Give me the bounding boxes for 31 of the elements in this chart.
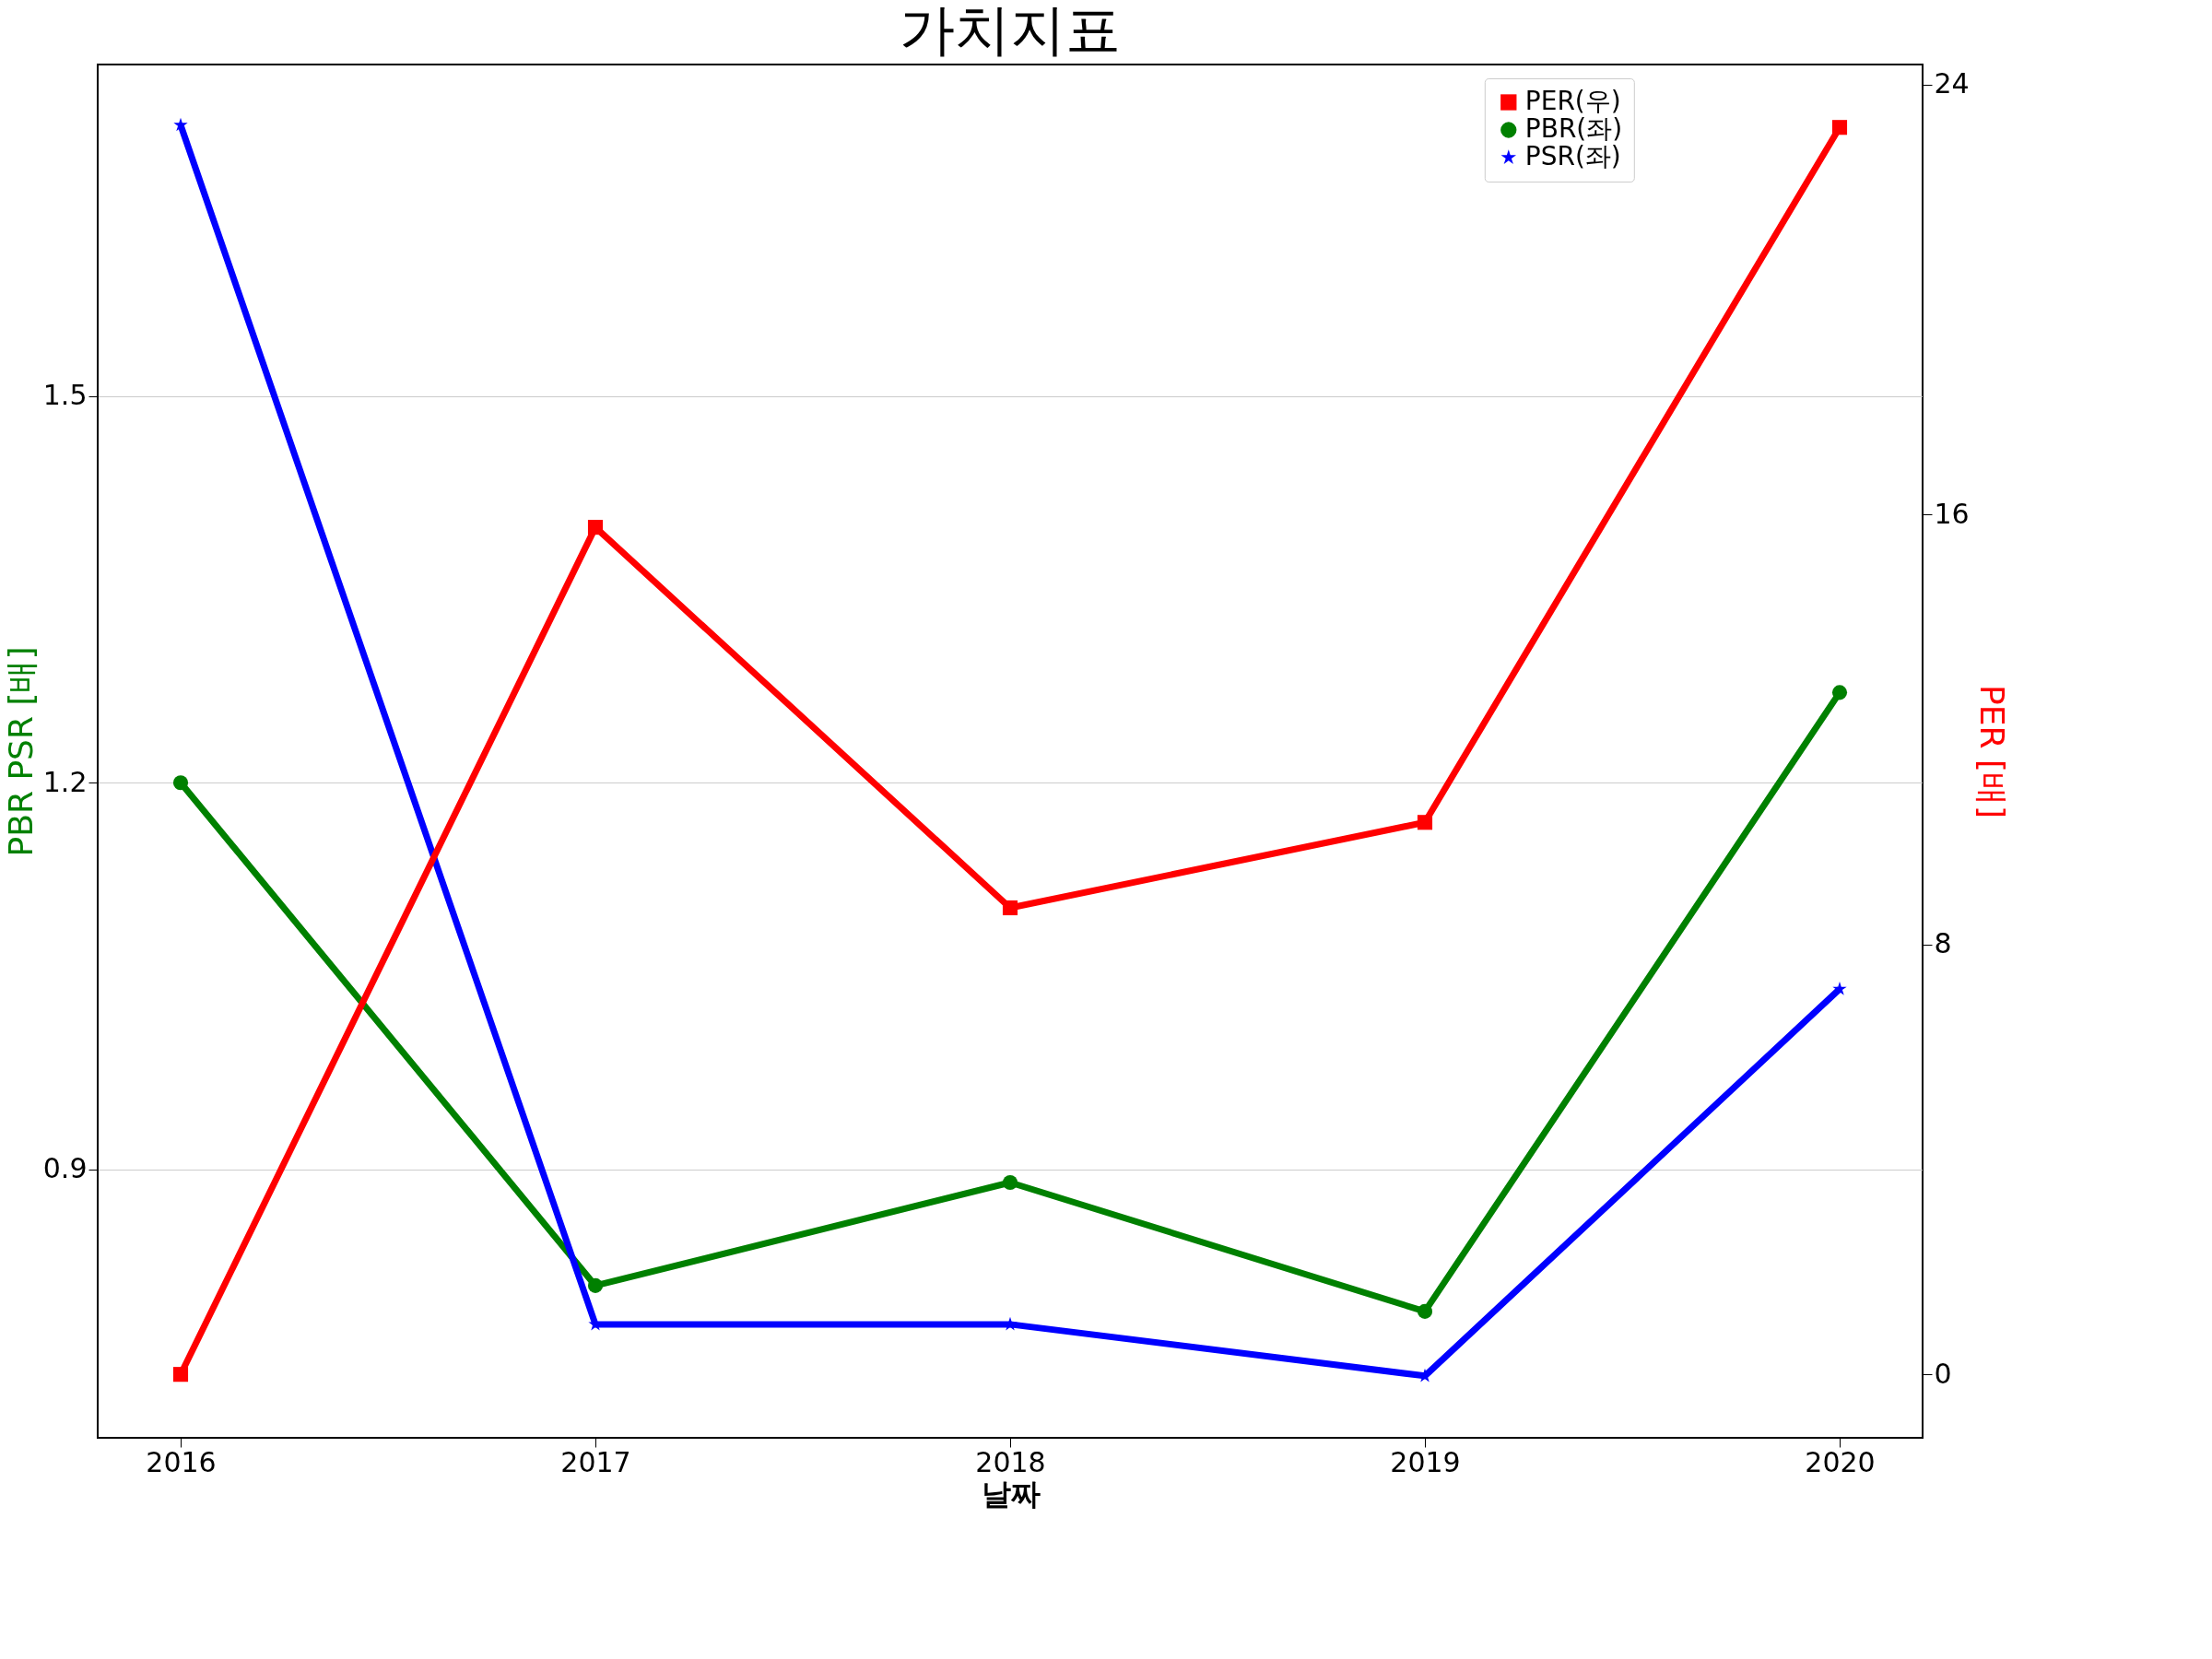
y2-tick-label: 24	[1934, 67, 1970, 100]
point	[587, 520, 604, 535]
x-tick-label: 2016	[146, 1445, 217, 1478]
point	[587, 1277, 604, 1293]
x-tick-label: 2017	[560, 1445, 631, 1478]
legend-label: PER(우)	[1524, 86, 1621, 116]
point	[1002, 1174, 1018, 1191]
y-tick-label: 1.2	[42, 765, 88, 798]
x-tick-label: 2018	[975, 1445, 1046, 1478]
chart-title: 가치지표	[900, 0, 1121, 62]
y2-axis-title: PER [배]	[1972, 684, 2011, 819]
point	[173, 117, 188, 132]
y2-tick-label: 16	[1934, 497, 1970, 530]
point	[1832, 982, 1847, 995]
y2-tick-label: 8	[1934, 927, 1952, 960]
point	[1417, 815, 1433, 830]
y2-tick-label: 0	[1934, 1357, 1952, 1390]
point	[1831, 120, 1848, 135]
legend-label: PBR(좌)	[1524, 113, 1623, 144]
y-axis-title: PBR PSR [배]	[1, 646, 40, 857]
x-tick-label: 2019	[1390, 1445, 1461, 1478]
x-tick-label: 2020	[1805, 1445, 1876, 1478]
y-tick-label: 1.5	[42, 379, 88, 412]
point	[1831, 685, 1848, 700]
x-axis-title: 날짜	[981, 1476, 1041, 1512]
point	[172, 775, 189, 791]
point	[1417, 1303, 1433, 1319]
y-tick-label: 0.9	[42, 1152, 88, 1185]
point	[172, 1367, 189, 1382]
legend-label: PSR(좌)	[1524, 141, 1621, 171]
point	[1002, 900, 1018, 916]
